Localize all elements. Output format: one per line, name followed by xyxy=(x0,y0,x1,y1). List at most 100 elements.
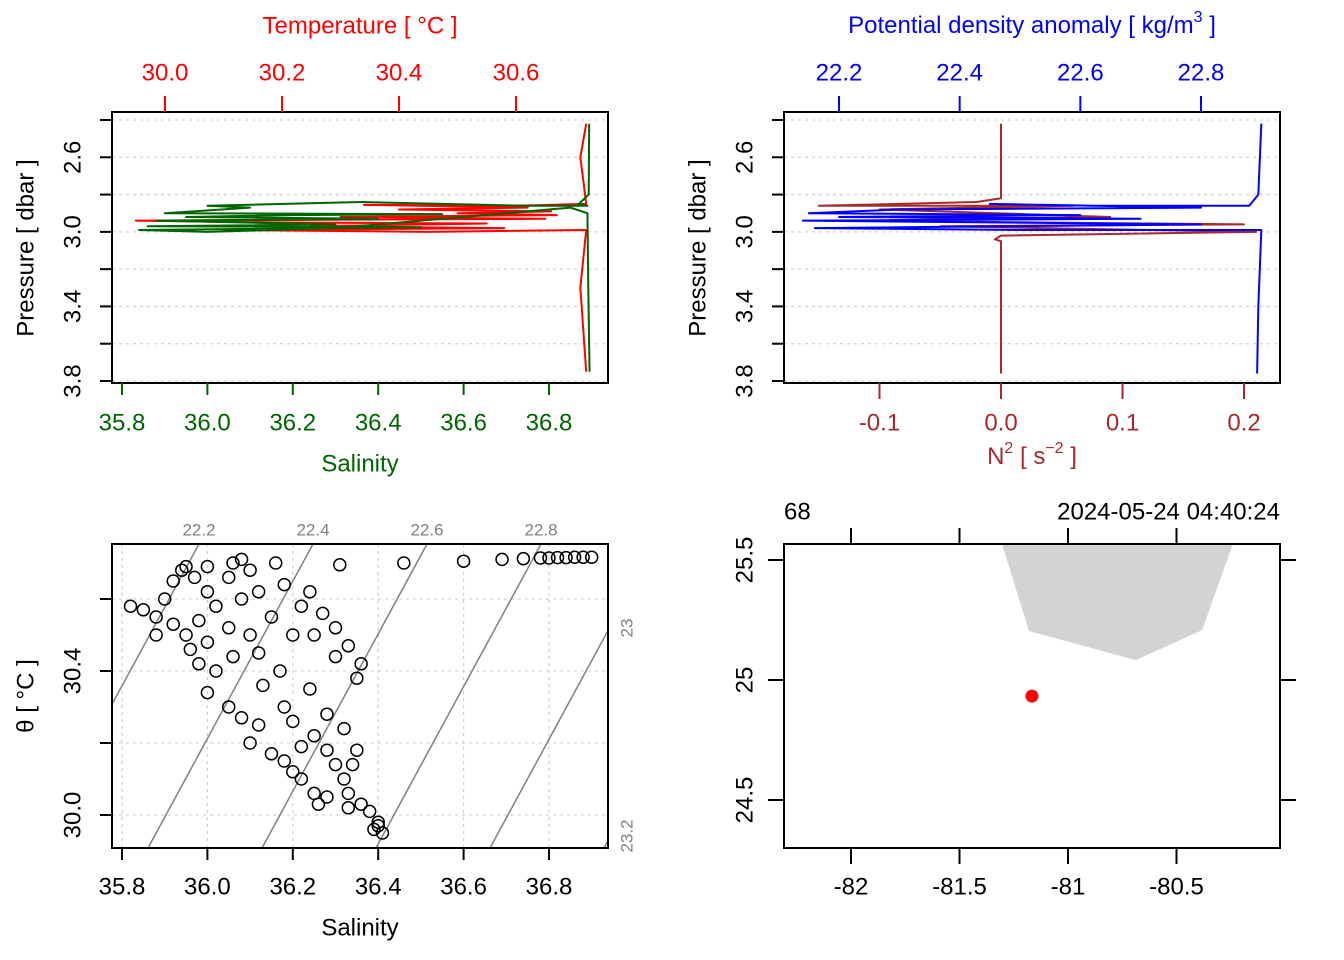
y-tick-label: 2.6 xyxy=(59,141,86,174)
top-tick-label: 22.2 xyxy=(816,59,863,86)
ts-point xyxy=(567,550,582,564)
ts-point xyxy=(341,801,356,815)
station-time-label: 2024-05-24 04:40:24 xyxy=(1057,498,1280,525)
ts-point xyxy=(123,599,138,613)
plot-frame xyxy=(783,111,1281,384)
ts-point xyxy=(209,599,223,613)
ts-point xyxy=(277,577,292,592)
ts-point xyxy=(584,550,599,564)
x-tick-label: -82 xyxy=(834,873,869,900)
ts-point xyxy=(550,550,565,565)
x-tick-label: 0.0 xyxy=(984,409,1017,436)
ts-point xyxy=(337,772,351,786)
x-tick-label: -81 xyxy=(1051,873,1086,900)
ts-point xyxy=(559,550,573,565)
ts-point xyxy=(286,765,300,779)
x-tick-label: -81.5 xyxy=(932,873,987,900)
ts-point xyxy=(149,628,163,642)
plot-frame xyxy=(111,543,609,849)
ts-point xyxy=(234,552,249,567)
ts-point xyxy=(234,711,249,725)
ts-point xyxy=(303,682,317,696)
x-tick-label: -80.5 xyxy=(1149,873,1204,900)
ts-point xyxy=(264,610,279,624)
y-tick-label: 30.0 xyxy=(59,792,86,839)
ts-point xyxy=(328,621,343,635)
bottom-axis-title: N2 [ s−2 ] xyxy=(987,440,1077,470)
ts-point xyxy=(350,743,364,757)
x-axis-label: Salinity xyxy=(321,450,398,477)
y-axis-label: Pressure [ dbar ] xyxy=(684,159,711,336)
x-tick-label: -0.1 xyxy=(859,409,900,436)
y-axis-label: Pressure [ dbar ] xyxy=(12,159,39,336)
y-tick-label: 3.8 xyxy=(59,364,86,397)
isopycnal-label: 22.4 xyxy=(296,520,329,539)
ts-point xyxy=(495,552,509,567)
ts-point xyxy=(294,772,309,786)
y-tick-label: 30.4 xyxy=(59,648,86,695)
ts-point xyxy=(268,556,283,570)
ts-point xyxy=(200,635,215,649)
ts-point xyxy=(226,556,240,570)
ts-point xyxy=(222,700,236,714)
ts-point xyxy=(179,628,193,642)
ts-point xyxy=(234,592,249,606)
isopycnal-label: 23.2 xyxy=(617,819,636,852)
ts-point xyxy=(277,700,292,714)
isopycnal-line xyxy=(261,544,428,848)
ts-point xyxy=(187,570,202,585)
land-polygon xyxy=(1002,544,1233,661)
ts-point xyxy=(320,743,334,757)
ts-point xyxy=(371,819,385,833)
title-end: ] xyxy=(1203,12,1216,39)
ts-point xyxy=(367,822,381,837)
isopycnal-label: 22.6 xyxy=(410,520,443,539)
station-marker xyxy=(1025,689,1039,703)
ts-point xyxy=(307,628,321,642)
ts-point xyxy=(251,585,266,599)
ts-point xyxy=(333,558,347,572)
n2-profile-line xyxy=(817,123,1258,374)
ts-point xyxy=(200,559,215,574)
ts-point xyxy=(516,551,531,566)
ts-point xyxy=(277,754,292,768)
x-tick-label: 35.8 xyxy=(99,873,146,900)
title-superscript: 3 xyxy=(1194,9,1203,26)
ts-point xyxy=(136,603,151,617)
ts-point xyxy=(307,729,321,743)
y-tick-label: 25 xyxy=(731,667,758,694)
x-tick-label: 36.2 xyxy=(269,409,316,436)
y-tick-label: 3.0 xyxy=(731,215,758,248)
ts-point xyxy=(273,664,287,678)
ts-point xyxy=(345,757,360,772)
x-tick-label: 36.2 xyxy=(269,873,316,900)
ts-point xyxy=(315,606,330,621)
ts-point xyxy=(303,585,317,599)
temperature-profile-line xyxy=(134,123,588,372)
x-tick-label: 36.8 xyxy=(526,873,573,900)
axis-title-part: −2 xyxy=(1045,440,1063,457)
ts-point xyxy=(328,649,343,664)
axis-title-part: 2 xyxy=(1004,440,1013,457)
ts-point xyxy=(149,610,163,624)
axis-title-part: N xyxy=(987,443,1004,470)
x-tick-label: 36.4 xyxy=(355,409,402,436)
ts-point xyxy=(157,592,172,606)
ts-point xyxy=(294,599,309,613)
ts-point xyxy=(328,757,343,772)
axis-title-part: [ s xyxy=(1013,443,1045,470)
x-tick-label: 36.8 xyxy=(526,409,573,436)
ts-point xyxy=(166,617,180,631)
top-tick-label: 30.2 xyxy=(259,59,306,86)
y-tick-label: 3.0 xyxy=(59,215,86,248)
y-tick-label: 24.5 xyxy=(731,777,758,824)
top-tick-label: 22.8 xyxy=(1178,59,1225,86)
isopycnal-line xyxy=(112,544,200,706)
ts-point xyxy=(286,714,300,729)
ts-point xyxy=(226,649,240,664)
ts-point xyxy=(222,621,236,635)
density-profile-line xyxy=(801,123,1263,374)
top-tick-label: 30.4 xyxy=(376,59,423,86)
ts-plot-area xyxy=(112,544,608,848)
